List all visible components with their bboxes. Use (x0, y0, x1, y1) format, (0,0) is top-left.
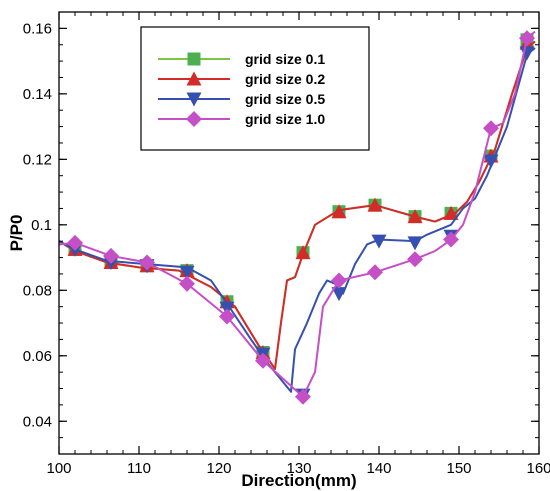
y-axis-title: P/P0 (7, 215, 26, 252)
series-4-marker (331, 272, 347, 289)
series-2-marker (407, 209, 423, 224)
legend-marker-3 (186, 92, 202, 107)
y-tick-label: 0.08 (23, 282, 52, 299)
series-3-marker (179, 265, 195, 280)
series-3-marker (407, 236, 423, 251)
series-2-marker (295, 245, 311, 260)
y-tick-label: 0.16 (23, 20, 52, 37)
series-4-marker (443, 231, 459, 248)
x-tick-label: 130 (286, 460, 311, 477)
y-tick-label: 0.14 (23, 86, 52, 103)
series-4-marker (519, 30, 535, 47)
series-4-marker (367, 264, 383, 281)
axes-layer: 100 110 120 130 140 150 160 0.04 0.06 0.08 0.1 0.12… (23, 11, 550, 477)
legend: grid size 0.1 grid size 0.2 grid size 0.5 g… (140, 26, 370, 151)
legend-label-3: grid size 0.5 (245, 91, 325, 107)
x-axis-title: Direction(mm) (241, 471, 356, 490)
y-tick-label: 0.1 (31, 217, 52, 234)
series-3-marker (519, 46, 535, 61)
series-line-3 (58, 47, 536, 393)
x-tick-label: 150 (446, 460, 471, 477)
series-4-marker (295, 388, 311, 405)
legend-marker-4 (186, 111, 202, 127)
legend-label-4: grid size 1.0 (245, 111, 325, 127)
series-line-4 (58, 30, 536, 398)
x-tick-label: 160 (526, 460, 550, 477)
series-4-marker (179, 275, 195, 292)
series-layer (58, 30, 536, 405)
y-tick-label: 0.06 (23, 348, 52, 365)
series-4-marker (219, 308, 235, 325)
x-tick-label: 100 (46, 460, 71, 477)
series-4-marker (255, 352, 271, 369)
series-2-marker (443, 205, 459, 220)
x-tick-label: 140 (366, 460, 391, 477)
series-4-marker (103, 247, 119, 264)
legend-box (140, 26, 370, 151)
x-tick-label: 110 (127, 460, 151, 477)
series-4-marker (407, 251, 423, 268)
series-4-marker (67, 234, 83, 251)
legend-marker-2 (186, 71, 202, 86)
x-tick-label: 120 (206, 460, 231, 477)
series-2-marker (331, 204, 347, 219)
series-3-marker (331, 287, 347, 302)
series-4-marker (483, 120, 499, 137)
legend-marker-1 (187, 52, 201, 66)
legend-label-2: grid size 0.2 (245, 71, 325, 87)
y-tick-label: 0.12 (23, 151, 52, 168)
series-2-marker (367, 197, 383, 212)
series-4-marker (139, 254, 155, 271)
series-3-marker (483, 154, 499, 169)
series-3-marker (371, 234, 387, 249)
y-tick-label: 0.04 (23, 413, 52, 430)
legend-label-1: grid size 0.1 (245, 51, 325, 67)
